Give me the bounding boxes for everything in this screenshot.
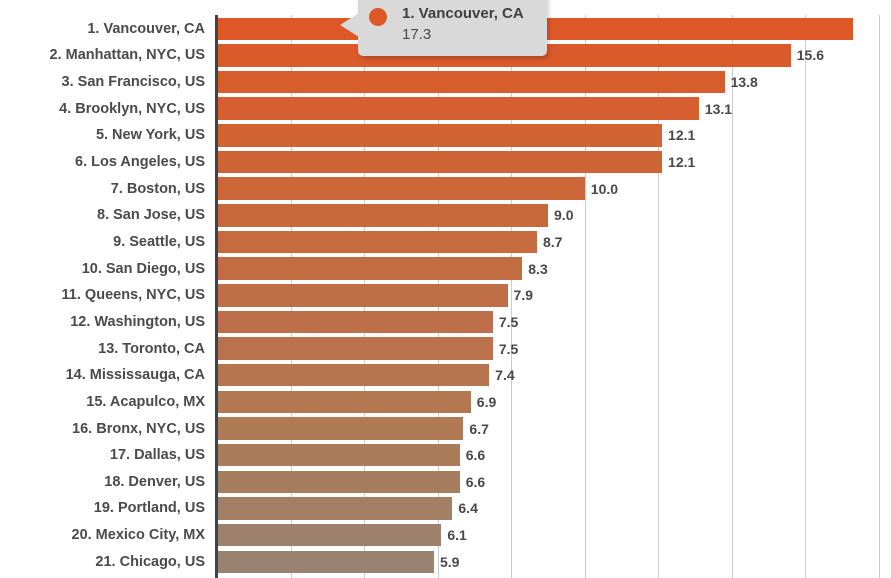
bar[interactable]: [217, 204, 549, 227]
value-label: 13.8: [730, 74, 758, 91]
gridline: [879, 15, 881, 578]
category-label: 9. Seattle, US: [113, 233, 205, 250]
category-label: 5. New York, US: [95, 127, 205, 144]
category-label: 6. Los Angeles, US: [75, 154, 205, 170]
category-label: 12. Washington, US: [70, 313, 205, 330]
category-label: 17. Dallas, US: [109, 447, 205, 464]
gridline: [731, 15, 733, 578]
value-label: 6.4: [458, 500, 478, 517]
tooltip: 1. Vancouver, CA 17.3: [340, 0, 547, 56]
value-label: 7.5: [498, 313, 519, 330]
value-label: 7.4: [495, 367, 515, 384]
tooltip-value: 17.3: [402, 26, 432, 43]
category-label: 13. Toronto, CA: [98, 340, 205, 357]
value-label: 9.0: [554, 207, 574, 224]
value-label: 6.1: [447, 527, 467, 544]
category-label: 1. Vancouver, CA: [87, 20, 205, 37]
tooltip-title: 1. Vancouver, CA: [402, 5, 524, 22]
tooltip-text: 1. Vancouver, CA 17.3: [402, 3, 524, 46]
value-label: 12.1: [668, 127, 696, 144]
gridline: [511, 15, 513, 578]
category-label: 20. Mexico City, MX: [71, 527, 206, 544]
value-label: 15.6: [796, 47, 825, 64]
category-label: 11. Queens, NYC, US: [61, 287, 205, 304]
value-label: 8.3: [528, 260, 548, 277]
gridline: [658, 15, 660, 578]
bar[interactable]: [217, 177, 585, 200]
gridline: [805, 15, 807, 578]
bar[interactable]: [217, 470, 460, 494]
tooltip-series-dot-icon: [369, 8, 387, 26]
bar[interactable]: [217, 497, 453, 520]
category-label: 18. Denver, US: [104, 473, 205, 490]
value-label: 8.7: [542, 233, 563, 250]
bar[interactable]: [217, 390, 471, 414]
y-axis-line: [215, 15, 218, 578]
value-label: 6.6: [465, 473, 486, 490]
bar[interactable]: [217, 363, 490, 387]
category-label: 15. Acapulco, MX: [86, 393, 205, 410]
category-label: 2. Manhattan, NYC, US: [49, 47, 206, 64]
bar[interactable]: [217, 124, 663, 147]
category-label: 19. Portland, US: [93, 500, 205, 517]
bar[interactable]: [217, 523, 442, 547]
value-label: 10.0: [590, 180, 619, 197]
value-label: 6.7: [469, 420, 489, 437]
category-label: 7. Boston, US: [110, 180, 205, 197]
value-label: 12.1: [668, 154, 696, 170]
value-label: 6.9: [476, 393, 497, 410]
category-label: 16. Bronx, NYC, US: [72, 420, 205, 437]
bar[interactable]: [217, 310, 493, 334]
bar[interactable]: [217, 417, 464, 440]
category-label: 14. Mississauga, CA: [65, 367, 205, 384]
category-label: 8. San Jose, US: [97, 207, 205, 224]
tooltip-arrow: [340, 13, 359, 37]
category-label: 21. Chicago, US: [95, 553, 205, 570]
value-label: 13.1: [704, 100, 733, 117]
bar[interactable]: [217, 97, 699, 120]
category-label: 3. San Francisco, US: [61, 74, 205, 91]
bar[interactable]: [217, 443, 460, 467]
category-label: 4. Brooklyn, NYC, US: [59, 100, 205, 117]
category-label: 10. San Diego, US: [81, 260, 205, 277]
bar[interactable]: [217, 230, 537, 254]
bar[interactable]: [217, 257, 523, 280]
bar[interactable]: [217, 550, 434, 573]
bar[interactable]: [217, 284, 508, 307]
gridline: [584, 15, 586, 578]
bar[interactable]: [217, 337, 493, 360]
value-label: 5.9: [440, 553, 460, 570]
value-label: 7.5: [498, 340, 519, 357]
bar[interactable]: [217, 150, 663, 174]
bar[interactable]: [217, 70, 725, 94]
value-label: 7.9: [513, 287, 534, 304]
value-label: 6.6: [465, 447, 486, 464]
